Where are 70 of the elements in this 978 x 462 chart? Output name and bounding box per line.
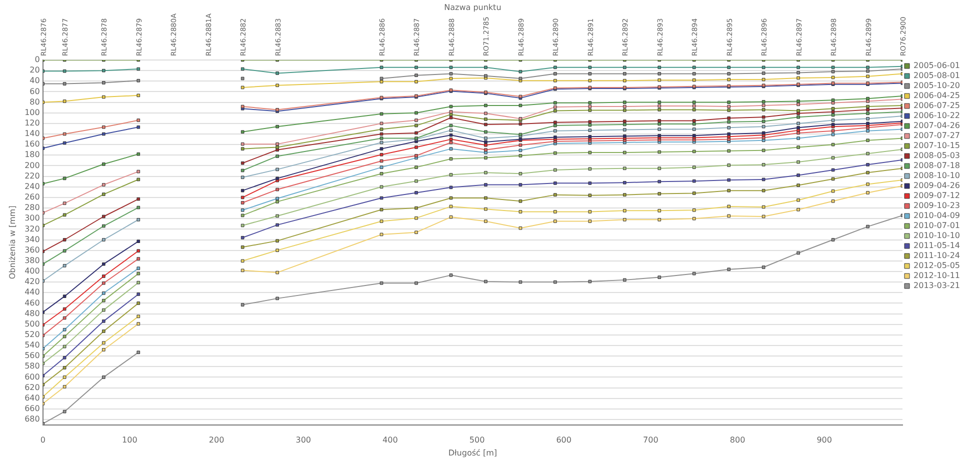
y-tick-label: 280 bbox=[24, 203, 40, 212]
x-axis-title: Długość [m] bbox=[448, 448, 497, 458]
x-tick-label: 900 bbox=[816, 436, 832, 445]
y-tick-label: 100 bbox=[24, 108, 40, 117]
y-tick-label: 480 bbox=[24, 308, 40, 318]
legend-label: 2011-10-24 bbox=[914, 251, 960, 260]
legend-label: 2006-04-25 bbox=[914, 91, 960, 100]
y-tick-label: 180 bbox=[24, 150, 40, 160]
y-tick-label: 420 bbox=[24, 277, 40, 286]
y-tick-label: 120 bbox=[24, 118, 40, 128]
legend-label: 2010-10-10 bbox=[914, 231, 960, 240]
legend-label: 2013-03-21 bbox=[914, 281, 960, 290]
x-tick-label: 100 bbox=[122, 436, 138, 445]
y-tick-label: 200 bbox=[24, 160, 40, 170]
x-tick-label: 600 bbox=[556, 436, 572, 445]
legend-label: 2005-06-01 bbox=[914, 61, 960, 70]
x-tick-label: 200 bbox=[208, 436, 224, 445]
y-tick-label: 240 bbox=[24, 182, 40, 191]
legend-label: 2012-10-11 bbox=[914, 271, 960, 280]
y-tick-label: 620 bbox=[24, 382, 40, 392]
y-tick-label: 600 bbox=[24, 372, 40, 382]
legend-label: 2008-05-03 bbox=[914, 151, 960, 160]
y-axis-title: Obniżenia w [mm] bbox=[8, 206, 17, 280]
legend-label: 2009-07-12 bbox=[914, 191, 960, 200]
y-tick-label: 540 bbox=[24, 340, 40, 350]
y-tick-label: 40 bbox=[30, 76, 40, 86]
legend-label: 2009-10-23 bbox=[914, 201, 960, 210]
y-tick-label: 340 bbox=[24, 234, 40, 244]
y-tick-label: 360 bbox=[24, 245, 40, 254]
y-tick-label: 400 bbox=[24, 266, 40, 276]
legend-label: 2008-07-18 bbox=[914, 161, 960, 170]
x-tick-label: 800 bbox=[730, 436, 746, 445]
legend-label: 2008-10-10 bbox=[914, 171, 960, 180]
y-tick-label: 20 bbox=[30, 66, 40, 75]
legend-label: 2011-05-14 bbox=[914, 241, 960, 250]
legend-label: 2010-07-01 bbox=[914, 221, 960, 230]
y-tick-label: 60 bbox=[30, 86, 40, 96]
y-tick-label: 520 bbox=[24, 330, 40, 339]
y-tick-label: 680 bbox=[24, 414, 40, 424]
legend-label: 2006-07-25 bbox=[914, 101, 960, 110]
y-tick-label: 500 bbox=[24, 319, 40, 328]
y-tick-label: 460 bbox=[24, 298, 40, 308]
x-tick-label: 300 bbox=[296, 436, 312, 445]
y-tick-label: 220 bbox=[24, 171, 40, 180]
x-tick-label: 500 bbox=[469, 436, 485, 445]
y-tick-label: 300 bbox=[24, 214, 40, 223]
y-tick-label: 0 bbox=[34, 55, 40, 64]
legend-label: 2005-10-20 bbox=[914, 81, 960, 90]
legend-label: 2007-04-26 bbox=[914, 121, 960, 130]
y-tick-label: 440 bbox=[24, 288, 40, 297]
y-tick-label: 140 bbox=[24, 129, 40, 138]
legend-label: 2005-08-01 bbox=[914, 71, 960, 80]
y-tick-label: 660 bbox=[24, 404, 40, 414]
chart-subtitle: Nazwa punktu bbox=[444, 3, 502, 12]
y-tick-label: 380 bbox=[24, 256, 40, 265]
legend-label: 2009-04-26 bbox=[914, 181, 960, 190]
legend-label: 2007-10-15 bbox=[914, 141, 960, 150]
y-tick-label: 260 bbox=[24, 192, 40, 202]
x-tick-label: 400 bbox=[382, 436, 398, 445]
y-tick-label: 560 bbox=[24, 351, 40, 360]
y-tick-label: 80 bbox=[30, 97, 40, 106]
y-tick-label: 580 bbox=[24, 362, 40, 371]
y-tick-label: 160 bbox=[24, 140, 40, 149]
y-tick-label: 640 bbox=[24, 393, 40, 402]
legend-label: 2012-05-05 bbox=[914, 261, 960, 270]
x-tick-label: 700 bbox=[643, 436, 658, 445]
y-tick-label: 320 bbox=[24, 224, 40, 234]
legend-label: 2006-10-22 bbox=[914, 111, 960, 120]
legend-label: 2010-04-09 bbox=[914, 211, 960, 220]
legend-label: 2007-07-27 bbox=[914, 131, 960, 140]
